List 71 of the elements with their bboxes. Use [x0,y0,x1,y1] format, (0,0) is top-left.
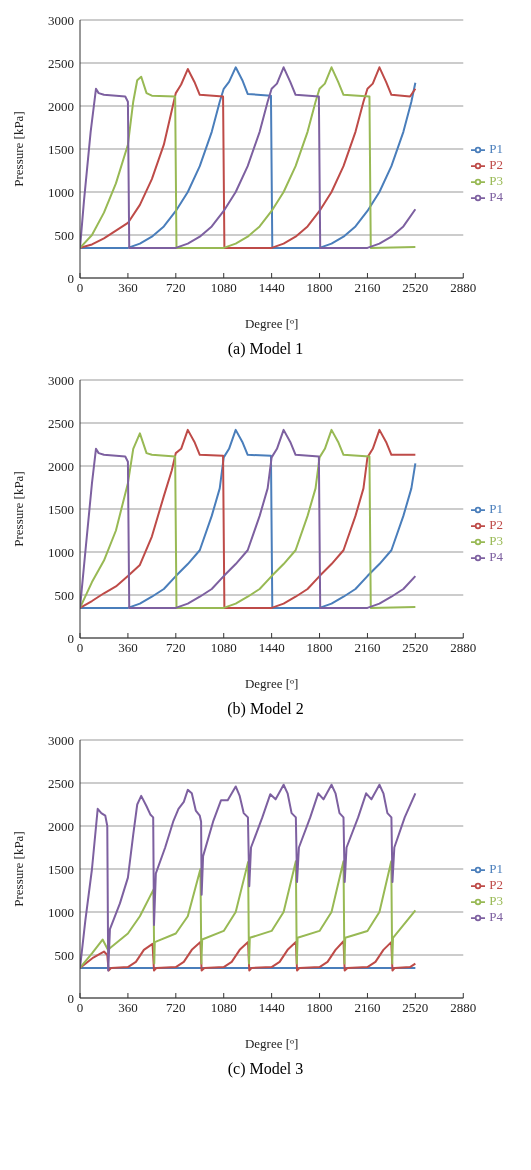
x-axis-title: Degree [º] [244,676,299,691]
x-tick-label: 1440 [258,280,285,296]
legend-label: P1 [489,140,503,156]
legend-label: P1 [489,500,503,516]
y-tick-label: 1500 [48,861,74,877]
x-tick-label: 1800 [306,640,333,656]
x-tick-label: 720 [166,640,186,656]
x-tick-label: 2880 [450,1000,477,1016]
x-tick-label: 360 [118,640,138,656]
y-tick-label: 0 [67,990,74,1006]
legend-label: P2 [489,516,503,532]
x-tick-label: 360 [118,1000,138,1016]
text: (a) Model 1 [226,340,305,358]
y-tick-label: 1000 [48,904,74,920]
x-tick-label: 1800 [306,1000,333,1016]
x-axis-title: Degree [º] [244,316,299,331]
x-tick-label: 2880 [450,640,477,656]
x-tick-label: 2520 [402,640,429,656]
line-series [80,940,417,972]
y-tick-label: 0 [67,270,74,286]
y-axis-title: Pressure [kPa] [10,111,26,187]
y-tick-label: 3000 [48,372,74,388]
y-tick-label: 2000 [48,818,74,834]
legend-label: P3 [489,533,503,548]
x-tick-label: 720 [166,1000,186,1016]
legend-label: P2 [489,876,503,892]
line-series [80,783,417,972]
line-series [80,860,417,969]
y-tick-label: 2500 [48,55,74,71]
x-tick-label: 2520 [402,280,429,296]
x-tick-label: 2880 [450,280,477,296]
x-tick-label: 2160 [354,640,381,656]
x-tick-label: 1080 [210,640,237,656]
line-series [80,66,417,249]
legend-label: P1 [489,860,503,876]
y-tick-label: 0 [67,630,74,646]
x-tick-label: 2520 [402,1000,429,1016]
y-tick-label: 2500 [48,775,74,791]
x-axis-title: Degree [º] [244,1036,299,1051]
y-tick-label: 500 [54,227,74,243]
x-tick-label: 2160 [354,280,381,296]
y-tick-label: 2000 [48,98,74,114]
y-tick-label: 2000 [48,458,74,474]
x-tick-label: 1440 [258,1000,285,1016]
legend-label: P4 [489,549,503,565]
y-tick-label: 500 [54,947,74,963]
x-tick-label: 720 [166,280,186,296]
x-tick-label: 1080 [210,1000,237,1016]
y-axis-title: Pressure [kPa] [10,471,26,547]
line-series [80,428,417,609]
y-tick-label: 3000 [48,12,74,28]
legend-label: P3 [489,173,503,188]
y-axis-title: Pressure [kPa] [10,831,26,907]
x-tick-label: 1800 [306,280,333,296]
legend-label: P2 [489,156,503,172]
y-tick-label: 2500 [48,415,74,431]
legend-label: P4 [489,189,503,205]
y-tick-label: 1500 [48,501,74,517]
x-tick-label: 1440 [258,640,285,656]
y-tick-label: 1000 [48,184,74,200]
legend-label: P4 [489,909,503,925]
x-tick-label: 2160 [354,1000,381,1016]
y-tick-label: 1500 [48,141,74,157]
text: (c) Model 3 [226,1060,305,1078]
y-tick-label: 500 [54,587,74,603]
legend-label: P3 [489,893,503,908]
x-tick-label: 1080 [210,280,237,296]
text: (b) Model 2 [226,700,305,718]
y-tick-label: 1000 [48,544,74,560]
y-tick-label: 3000 [48,732,74,748]
x-tick-label: 360 [118,280,138,296]
